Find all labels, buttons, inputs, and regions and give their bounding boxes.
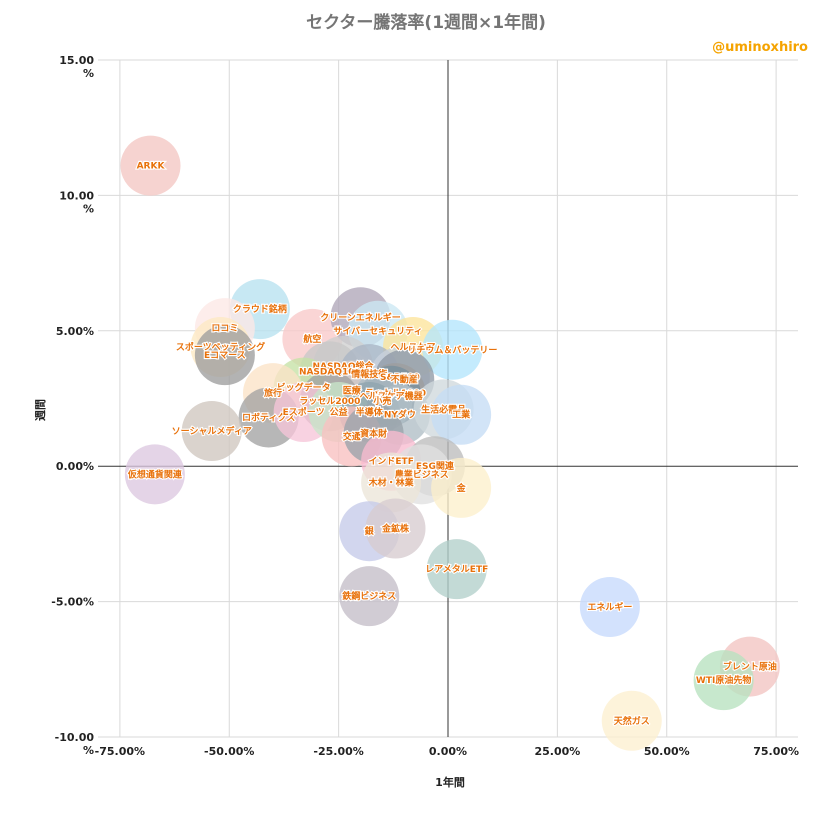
y-tick-label: 10.00% (59, 189, 94, 215)
data-label: クラウド銘柄 (233, 303, 287, 315)
data-label: 小売 (372, 395, 391, 407)
data-label: レアメタルETF (425, 563, 488, 575)
x-tick-label: -25.00% (313, 745, 363, 758)
data-label: ARKK (137, 162, 166, 172)
x-tick-labels: -75.00% -50.00% -25.00% 0.00% 25.00% 50.00% 75… (95, 745, 799, 758)
x-tick-label: 0.00% (429, 745, 467, 758)
data-label: スポーツベッティング (176, 341, 265, 353)
data-label: 交通 (343, 430, 361, 442)
data-label: Eコマース (204, 350, 246, 361)
data-bubble (361, 452, 422, 513)
data-label: 金 (456, 482, 467, 494)
data-bubbles (120, 135, 780, 751)
y-tick-label: 15.00% (59, 54, 94, 80)
data-bubble (601, 690, 662, 751)
data-label: 公益 (330, 406, 348, 418)
data-label: 医療 (343, 384, 361, 396)
data-label: WTI原油先物 (696, 674, 751, 686)
y-tick-label: 0.00% (56, 460, 94, 473)
y-tick-labels: 15.00 % 10.00 % 5.00% 0.00% -5.00% -10.00% (51, 54, 94, 757)
data-label: クリーンエネルギー (320, 311, 401, 323)
data-label: ロボティクス (242, 411, 295, 423)
x-tick-label: -50.00% (204, 745, 254, 758)
data-label: インドETF (368, 456, 413, 467)
data-label: ヘルスケア (390, 342, 435, 353)
data-label: ロコミ (211, 323, 238, 334)
data-label: ESG関連 (416, 460, 455, 472)
data-label: 農業ビジネス (395, 468, 449, 480)
data-label: ラッセル2000 (299, 396, 360, 407)
data-label: Eスポーツ (283, 406, 325, 418)
x-tick-label: -75.00% (95, 745, 145, 758)
x-tick-label: 50.00% (644, 745, 690, 758)
data-label: 旅行 (264, 387, 282, 399)
data-bubble (422, 319, 483, 380)
data-label: 生活必需品 (421, 403, 466, 415)
data-label: ヘルスケア機器 (360, 390, 424, 402)
data-bubble (431, 384, 492, 445)
data-label: ラッセル1000 (365, 388, 426, 399)
data-label: 情報技術 (350, 368, 387, 380)
data-bubble (693, 650, 754, 711)
data-bubble (120, 135, 181, 196)
x-axis-label: 1年間 (435, 775, 465, 789)
x-tick-label: 25.00% (534, 745, 580, 758)
data-label: 木材・林業 (368, 476, 415, 488)
data-label: ブレント原油 (723, 661, 777, 673)
data-bubble (431, 457, 492, 518)
data-label: 仮想通貨関連 (127, 468, 183, 480)
data-label: エネルギー (587, 601, 632, 613)
data-label: 半導体 (356, 406, 384, 418)
data-label: 不動産 (391, 374, 418, 386)
data-bubble (426, 539, 487, 600)
chart-credit: @uminoxhiro (712, 40, 808, 55)
data-label: NASDAQ100 (299, 367, 361, 377)
data-bubble (339, 566, 400, 627)
data-bubble (365, 498, 426, 559)
y-axis-label: 週間 (33, 399, 47, 421)
data-label: サイバーセキュリティ (333, 326, 422, 337)
data-bubble (181, 400, 242, 461)
data-label: 銀 (365, 525, 374, 537)
x-tick-label: 75.00% (753, 745, 799, 758)
data-label: NYダウ (384, 409, 416, 421)
data-bubble (579, 577, 640, 638)
y-tick-label: -5.00% (51, 596, 94, 609)
y-tick-label: 5.00% (56, 325, 94, 338)
data-label: 天然ガス (614, 715, 650, 727)
data-label: リチウム＆バッテリー (407, 345, 497, 356)
chart-title: セクター騰落率(1週間×1年間) (306, 12, 546, 33)
data-bubble (124, 444, 185, 505)
data-label: 工業 (452, 409, 471, 421)
y-tick-label: -10.00% (55, 731, 95, 757)
data-label: 資本財 (360, 428, 387, 440)
data-bubble (194, 325, 255, 386)
data-label: 金鉱株 (381, 522, 410, 534)
data-label: 鉄鋼ビジネス (342, 590, 396, 602)
data-label: ビッグデータ (277, 382, 331, 394)
data-label: NASDAQ総合 (312, 360, 374, 372)
data-label: ソーシャルメディア (172, 425, 252, 437)
data-label: S&P500 (380, 373, 420, 383)
data-label: 航空 (303, 333, 321, 345)
